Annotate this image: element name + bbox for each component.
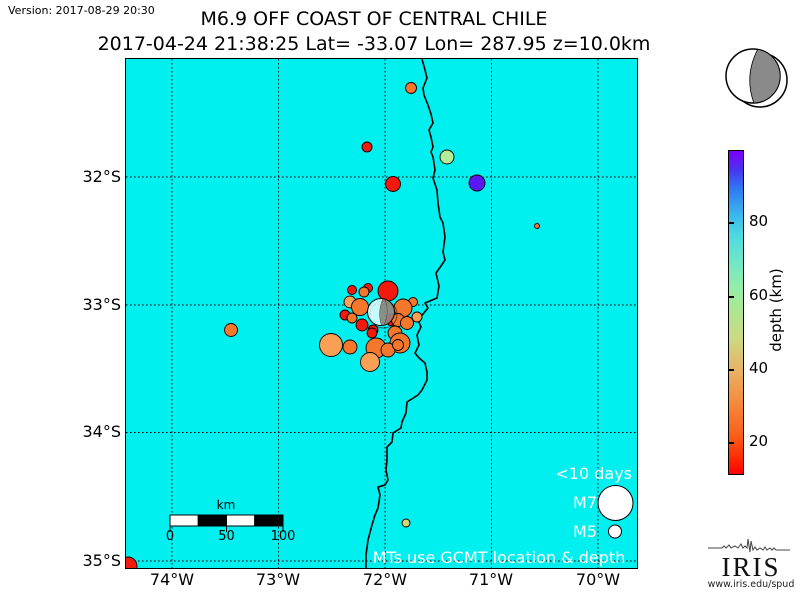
event-circle bbox=[347, 285, 357, 295]
event-circle bbox=[126, 556, 138, 568]
event-circle bbox=[392, 339, 404, 351]
scalebar-0-label: 0 bbox=[165, 529, 175, 544]
ytick-34s: 34°S bbox=[82, 422, 121, 441]
event-circle bbox=[360, 352, 380, 372]
xtick-74w: 74°W bbox=[149, 570, 195, 589]
focal-mechanism-beachball-icon bbox=[725, 48, 788, 108]
legend-m7-circle bbox=[597, 485, 634, 521]
scalebar-100-label: 100 bbox=[270, 529, 296, 544]
legend-m5-circle bbox=[608, 524, 622, 539]
event-circle bbox=[405, 82, 417, 94]
mainshock-beachball bbox=[367, 298, 398, 329]
xtick-71w: 71°W bbox=[468, 570, 514, 589]
map-note: MTs use GCMT location & depth bbox=[372, 548, 626, 567]
event-circle bbox=[355, 318, 369, 332]
ytick-35s: 35°S bbox=[82, 551, 121, 570]
event-circle bbox=[385, 176, 401, 192]
scale-bar bbox=[169, 514, 284, 532]
xtick-73w: 73°W bbox=[255, 570, 301, 589]
depth-colorbar bbox=[728, 150, 744, 475]
event-circle bbox=[400, 316, 414, 330]
seismogram-icon bbox=[708, 538, 790, 553]
legend-m7-label: M7 bbox=[573, 493, 597, 512]
event-circle bbox=[342, 339, 358, 355]
xtick-72w: 72°W bbox=[362, 570, 408, 589]
colorbar-tick-80: 80 bbox=[749, 212, 769, 230]
legend-m5-label: M5 bbox=[573, 522, 597, 541]
iris-logo: IRIS www.iris.edu/spud bbox=[703, 537, 799, 597]
colorbar-axis-label: depth (km) bbox=[767, 268, 785, 352]
iris-url: www.iris.edu/spud bbox=[707, 579, 795, 590]
event-circle bbox=[358, 286, 370, 298]
version-text: Version: 2017-08-29 20:30 bbox=[8, 4, 155, 17]
colorbar-tick-20: 20 bbox=[749, 432, 769, 450]
legend-age-label: <10 days bbox=[555, 464, 632, 483]
event-circle bbox=[224, 323, 238, 337]
event-circle bbox=[351, 298, 369, 316]
map-canvas bbox=[126, 59, 637, 568]
event-circle bbox=[401, 518, 411, 528]
page-subtitle: 2017-04-24 21:38:25 Lat= -33.07 Lon= 287… bbox=[97, 33, 651, 55]
map: <10 days M7 M5 MTs use GCMT location & d… bbox=[125, 58, 638, 569]
iris-logo-text: IRIS bbox=[721, 552, 781, 582]
colorbar-tick-60: 60 bbox=[749, 286, 769, 304]
graticule-grid bbox=[126, 59, 637, 568]
scalebar-50-label: 50 bbox=[218, 529, 235, 544]
coastline bbox=[365, 59, 446, 568]
event-circle bbox=[346, 312, 358, 324]
event-circle bbox=[411, 311, 423, 323]
xtick-70w: 70°W bbox=[575, 570, 621, 589]
page-title: M6.9 OFF COAST OF CENTRAL CHILE bbox=[200, 8, 548, 30]
scalebar-unit-label: km bbox=[216, 498, 236, 512]
ytick-33s: 33°S bbox=[82, 295, 121, 314]
event-circle bbox=[439, 149, 455, 165]
earthquake-events-layer bbox=[126, 82, 540, 568]
event-circle bbox=[361, 141, 373, 153]
event-circle bbox=[319, 333, 343, 357]
event-circle bbox=[534, 223, 540, 229]
event-circle bbox=[468, 174, 486, 192]
event-circle bbox=[366, 327, 378, 339]
ytick-32s: 32°S bbox=[82, 167, 121, 186]
colorbar-tick-40: 40 bbox=[749, 359, 769, 377]
